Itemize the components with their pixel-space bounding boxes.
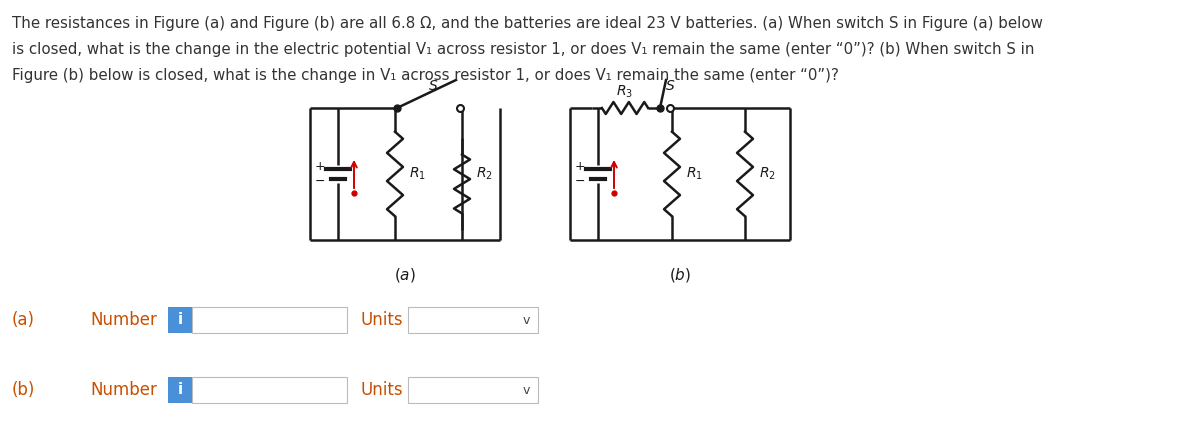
Text: S: S: [666, 79, 674, 93]
Text: $R_2$: $R_2$: [760, 166, 776, 182]
Text: Units: Units: [360, 311, 403, 329]
Text: i: i: [178, 313, 182, 327]
Text: +: +: [575, 161, 585, 173]
Text: The resistances in Figure (a) and Figure (b) are all 6.8 Ω, and the batteries ar: The resistances in Figure (a) and Figure…: [12, 16, 1043, 31]
FancyBboxPatch shape: [408, 377, 538, 403]
Text: +: +: [315, 161, 326, 173]
Text: Number: Number: [90, 381, 156, 399]
Text: Figure (b) below is closed, what is the change in V₁ across resistor 1, or does : Figure (b) below is closed, what is the …: [12, 68, 839, 83]
Text: S: S: [429, 79, 437, 93]
FancyBboxPatch shape: [192, 307, 347, 333]
FancyBboxPatch shape: [168, 307, 192, 333]
Text: i: i: [178, 383, 182, 397]
FancyBboxPatch shape: [192, 377, 347, 403]
FancyBboxPatch shape: [408, 307, 538, 333]
FancyBboxPatch shape: [168, 377, 192, 403]
Text: $R_1$: $R_1$: [409, 166, 425, 182]
Text: −: −: [575, 174, 585, 187]
Text: (a): (a): [12, 311, 36, 329]
Text: $R_1$: $R_1$: [686, 166, 703, 182]
Text: v: v: [523, 314, 530, 326]
Text: $(a)$: $(a)$: [395, 266, 416, 284]
Text: $R_3$: $R_3$: [616, 84, 634, 100]
Text: $(b)$: $(b)$: [668, 266, 691, 284]
Text: Units: Units: [360, 381, 403, 399]
Text: −: −: [315, 174, 325, 187]
Text: $R_2$: $R_2$: [476, 166, 493, 182]
Text: is closed, what is the change in the electric potential V₁ across resistor 1, or: is closed, what is the change in the ele…: [12, 42, 1035, 57]
Text: (b): (b): [12, 381, 36, 399]
Text: v: v: [523, 384, 530, 396]
Text: Number: Number: [90, 311, 156, 329]
